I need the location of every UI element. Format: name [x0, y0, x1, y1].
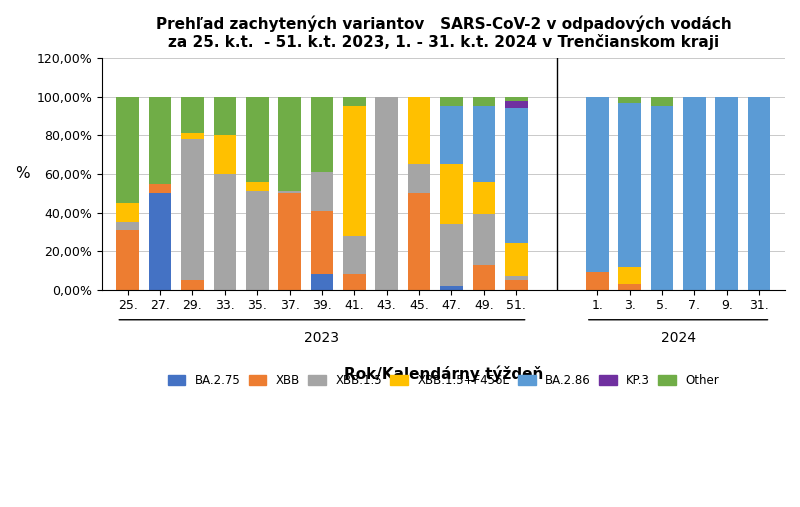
Bar: [408, 193, 430, 289]
Bar: [149, 184, 171, 193]
Bar: [310, 274, 334, 289]
Bar: [214, 97, 236, 135]
Bar: [505, 280, 527, 289]
Bar: [473, 214, 495, 265]
Bar: [343, 106, 366, 236]
Bar: [214, 174, 236, 289]
Bar: [116, 203, 139, 222]
Bar: [440, 97, 463, 106]
Bar: [650, 106, 674, 289]
X-axis label: Rok/Kalendárny týždeň: Rok/Kalendárny týždeň: [344, 365, 543, 382]
Bar: [278, 97, 301, 191]
Bar: [440, 224, 463, 286]
Bar: [618, 267, 641, 284]
Bar: [375, 97, 398, 289]
Text: 2023: 2023: [305, 332, 339, 345]
Bar: [473, 265, 495, 289]
Bar: [246, 182, 269, 191]
Text: 2024: 2024: [661, 332, 696, 345]
Bar: [586, 272, 609, 289]
Bar: [116, 222, 139, 230]
Bar: [505, 243, 527, 276]
Bar: [246, 191, 269, 289]
Bar: [473, 97, 495, 106]
Bar: [586, 97, 609, 272]
Bar: [181, 97, 204, 133]
Bar: [149, 97, 171, 184]
Bar: [310, 172, 334, 210]
Bar: [748, 97, 770, 289]
Bar: [246, 97, 269, 182]
Bar: [618, 97, 641, 102]
Bar: [278, 193, 301, 289]
Bar: [473, 106, 495, 182]
Bar: [440, 164, 463, 224]
Bar: [618, 284, 641, 289]
Bar: [683, 97, 706, 289]
Legend: BA.2.75, XBB, XBB.1.5, XBB.1.5+F456L, BA.2.86, KP.3, Other: BA.2.75, XBB, XBB.1.5, XBB.1.5+F456L, BA…: [167, 374, 719, 387]
Title: Prehľad zachytených variantov   SARS-CoV-2 v odpadových vodách
za 25. k.t.  - 51: Prehľad zachytených variantov SARS-CoV-2…: [155, 15, 731, 50]
Bar: [715, 97, 738, 289]
Bar: [181, 139, 204, 280]
Bar: [181, 280, 204, 289]
Bar: [310, 210, 334, 274]
Bar: [181, 133, 204, 139]
Bar: [343, 274, 366, 289]
Bar: [618, 102, 641, 267]
Bar: [505, 97, 527, 101]
Bar: [408, 164, 430, 193]
Bar: [505, 276, 527, 280]
Bar: [505, 101, 527, 108]
Bar: [116, 230, 139, 289]
Bar: [343, 236, 366, 274]
Bar: [343, 97, 366, 106]
Bar: [505, 108, 527, 243]
Bar: [473, 182, 495, 214]
Bar: [408, 97, 430, 164]
Bar: [440, 106, 463, 164]
Bar: [149, 193, 171, 289]
Bar: [214, 135, 236, 174]
Bar: [440, 286, 463, 289]
Bar: [116, 97, 139, 203]
Bar: [278, 191, 301, 193]
Y-axis label: %: %: [15, 166, 30, 182]
Bar: [310, 97, 334, 172]
Bar: [650, 97, 674, 106]
